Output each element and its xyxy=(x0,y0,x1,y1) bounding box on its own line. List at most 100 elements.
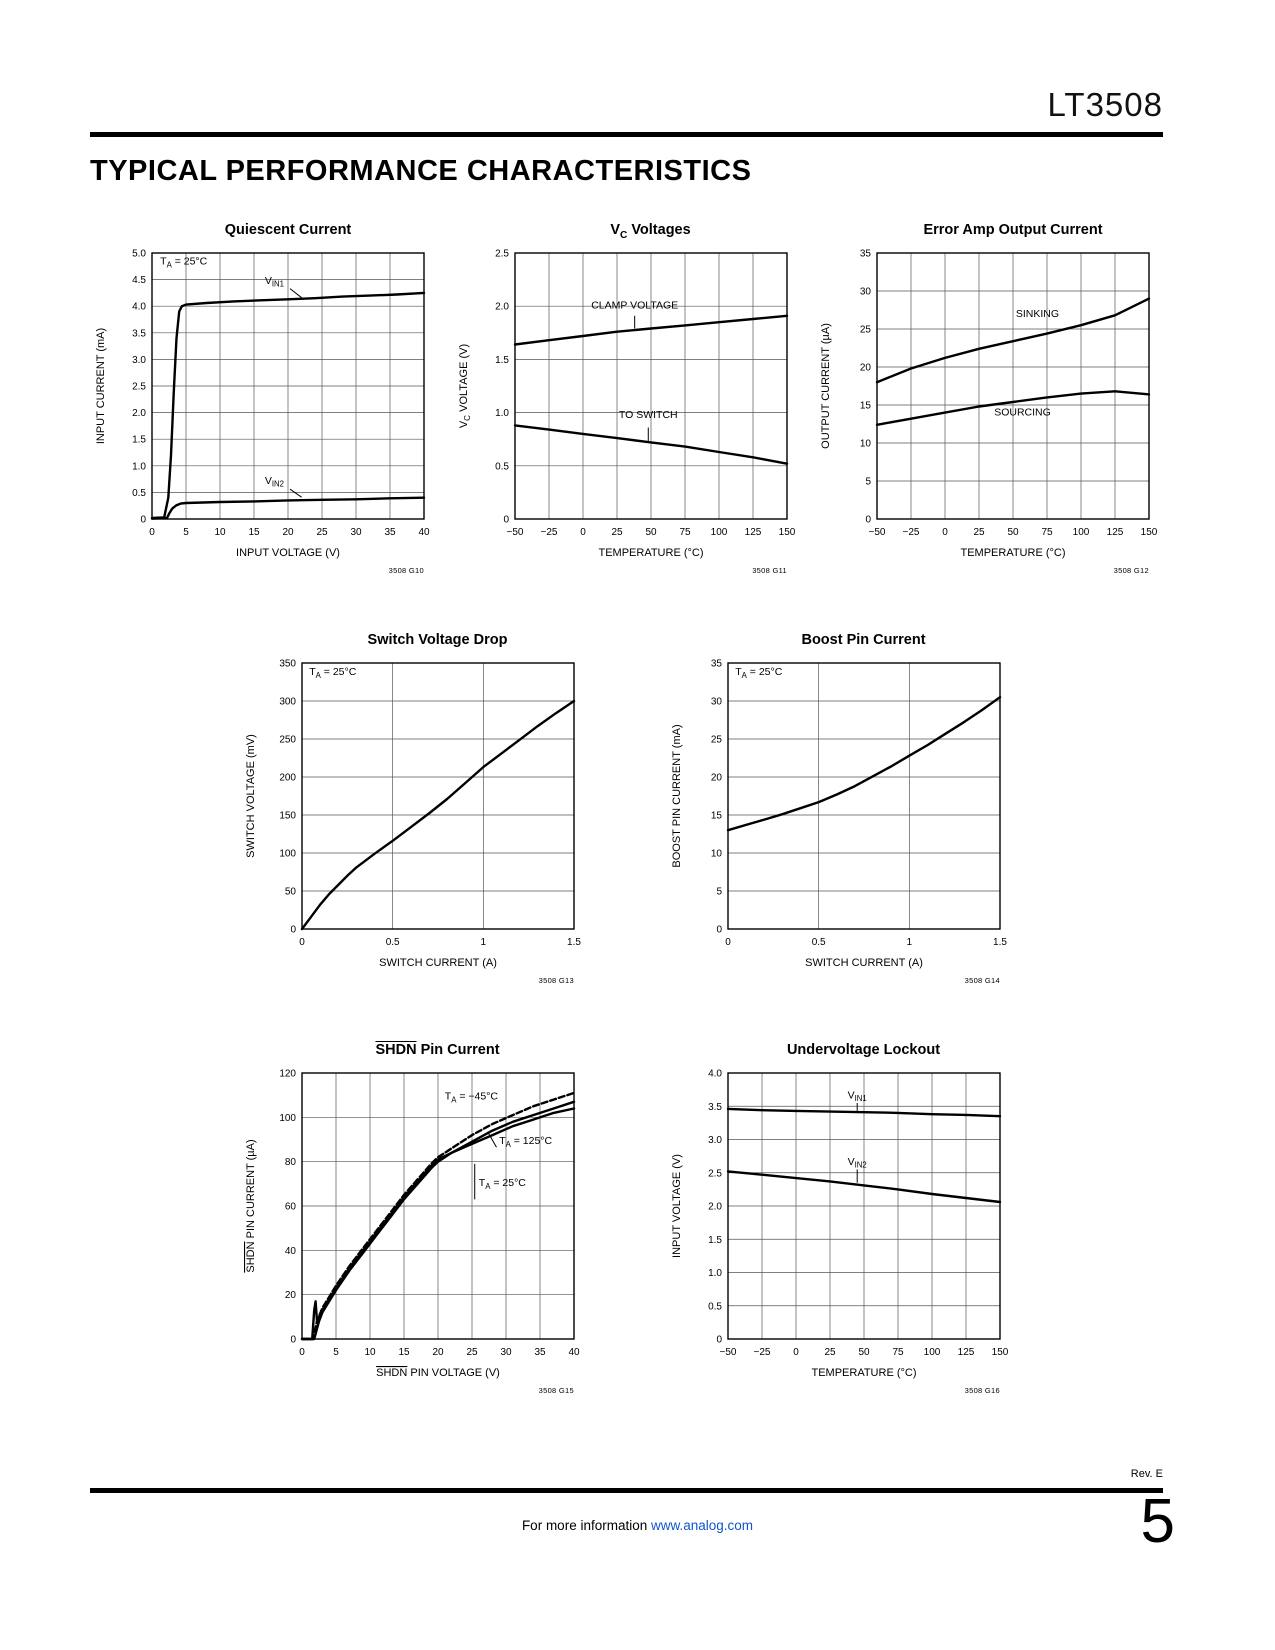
svg-text:1.5: 1.5 xyxy=(495,355,509,366)
chart-shdn-pin-current: SHDN Pin Current 0 5 10 15 20 25 30 35 40 0 20 40 60… xyxy=(240,1042,588,1402)
svg-text:TEMPERATURE (°C): TEMPERATURE (°C) xyxy=(598,547,703,559)
svg-text:75: 75 xyxy=(1041,527,1053,538)
svg-text:−50: −50 xyxy=(869,527,886,538)
svg-text:25: 25 xyxy=(466,1347,478,1358)
svg-text:TA = 25°C: TA = 25°C xyxy=(735,666,782,680)
chart-title: Error Amp Output Current xyxy=(923,222,1103,238)
svg-text:0: 0 xyxy=(149,527,155,538)
svg-text:TA = 25°C: TA = 25°C xyxy=(160,256,207,270)
svg-text:VIN2: VIN2 xyxy=(847,1156,866,1170)
svg-text:0.5: 0.5 xyxy=(132,488,146,499)
chart-title: Undervoltage Lockout xyxy=(786,1042,941,1058)
svg-text:25: 25 xyxy=(973,527,985,538)
chart-vc-voltages: VC Voltages −50 −25 0 25 50 75 100 125 150 0 0.5 1.… xyxy=(453,222,801,582)
svg-text:20: 20 xyxy=(710,773,722,784)
svg-text:1: 1 xyxy=(906,937,912,948)
svg-text:125: 125 xyxy=(744,527,761,538)
svg-text:4.5: 4.5 xyxy=(132,275,146,286)
svg-text:INPUT CURRENT (mA): INPUT CURRENT (mA) xyxy=(95,328,107,444)
svg-text:30: 30 xyxy=(860,287,872,298)
footer-info-text: For more information xyxy=(521,1518,651,1533)
svg-text:3508 G14: 3508 G14 xyxy=(964,976,999,985)
chart-plot: 0 0.5 1 1.5 0 5 10 15 20 25 30 35 SWITCH CURRENT (A)… xyxy=(671,659,1007,986)
svg-text:3508 G11: 3508 G11 xyxy=(752,566,787,575)
section-title: TYPICAL PERFORMANCE CHARACTERISTICS xyxy=(90,155,752,187)
svg-text:2.5: 2.5 xyxy=(495,249,509,260)
svg-text:0.5: 0.5 xyxy=(811,937,825,948)
svg-text:25: 25 xyxy=(860,325,872,336)
svg-text:5: 5 xyxy=(333,1347,339,1358)
svg-text:OUTPUT CURRENT (µA): OUTPUT CURRENT (µA) xyxy=(820,323,832,449)
svg-text:350: 350 xyxy=(279,659,296,670)
svg-text:25: 25 xyxy=(611,527,623,538)
svg-text:40: 40 xyxy=(418,527,430,538)
svg-text:TA = 25°C: TA = 25°C xyxy=(478,1177,525,1191)
svg-text:VIN1: VIN1 xyxy=(847,1089,866,1103)
svg-text:120: 120 xyxy=(279,1069,296,1080)
svg-text:2.0: 2.0 xyxy=(495,302,509,313)
chart-switch-voltage-drop: Switch Voltage Drop 0 0.5 1 1.5 0 50 100 150 200… xyxy=(240,632,588,992)
chart-plot: −50 −25 0 25 50 75 100 125 150 0 0.5 1.0 1.5 2.0 2.5 TE… xyxy=(458,249,796,576)
chart-title: VC Voltages xyxy=(610,222,691,241)
svg-text:25: 25 xyxy=(824,1347,836,1358)
svg-text:VIN1: VIN1 xyxy=(265,275,284,289)
svg-text:3.0: 3.0 xyxy=(132,355,146,366)
svg-text:INPUT VOLTAGE (V): INPUT VOLTAGE (V) xyxy=(236,547,340,559)
svg-text:80: 80 xyxy=(284,1157,296,1168)
svg-text:1.0: 1.0 xyxy=(708,1268,722,1279)
svg-text:30: 30 xyxy=(710,697,722,708)
svg-text:SHDN PIN CURRENT (µA): SHDN PIN CURRENT (µA) xyxy=(245,1139,257,1272)
header-rule xyxy=(90,132,1163,137)
svg-text:−25: −25 xyxy=(540,527,557,538)
svg-text:5: 5 xyxy=(716,887,722,898)
svg-text:20: 20 xyxy=(284,1290,296,1301)
footer-link[interactable]: www.analog.com xyxy=(650,1518,754,1533)
svg-text:0: 0 xyxy=(299,937,305,948)
svg-text:0: 0 xyxy=(865,515,871,526)
svg-text:−50: −50 xyxy=(719,1347,736,1358)
svg-text:15: 15 xyxy=(248,527,260,538)
svg-text:15: 15 xyxy=(860,401,872,412)
svg-text:−25: −25 xyxy=(753,1347,770,1358)
svg-text:1.0: 1.0 xyxy=(132,461,146,472)
svg-text:15: 15 xyxy=(710,811,722,822)
svg-text:0: 0 xyxy=(299,1347,305,1358)
svg-text:TA = −45°C: TA = −45°C xyxy=(444,1091,498,1105)
page-header: LT3508 xyxy=(90,0,1163,137)
svg-text:250: 250 xyxy=(279,735,296,746)
svg-text:−50: −50 xyxy=(506,527,523,538)
chart-title: Quiescent Current xyxy=(224,222,352,238)
svg-text:150: 150 xyxy=(778,527,795,538)
svg-text:30: 30 xyxy=(500,1347,512,1358)
svg-text:0: 0 xyxy=(793,1347,799,1358)
svg-text:0: 0 xyxy=(580,527,586,538)
svg-text:3.5: 3.5 xyxy=(132,328,146,339)
svg-text:0: 0 xyxy=(503,515,509,526)
svg-text:3.5: 3.5 xyxy=(708,1102,722,1113)
svg-text:15: 15 xyxy=(398,1347,410,1358)
svg-text:−25: −25 xyxy=(903,527,920,538)
svg-text:0.5: 0.5 xyxy=(495,461,509,472)
svg-text:75: 75 xyxy=(679,527,691,538)
chart-plot: −50 −25 0 25 50 75 100 125 150 0 0.5 1.0 1.5 2.0 2.5 3.… xyxy=(671,1069,1009,1396)
svg-text:75: 75 xyxy=(892,1347,904,1358)
chart-quiescent-current: Quiescent Current 0 5 10 15 20 25 30 35 40 0 0.5 1.… xyxy=(90,222,438,582)
svg-text:0: 0 xyxy=(290,925,296,936)
svg-text:0.5: 0.5 xyxy=(708,1301,722,1312)
svg-text:300: 300 xyxy=(279,697,296,708)
svg-text:5: 5 xyxy=(183,527,189,538)
part-number: LT3508 xyxy=(1047,86,1163,123)
svg-text:TEMPERATURE (°C): TEMPERATURE (°C) xyxy=(960,547,1065,559)
chart-row-3: SHDN Pin Current 0 5 10 15 20 25 30 35 40 0 20 40 60… xyxy=(90,1042,1163,1402)
footer-info: For more information www.analog.com xyxy=(0,1518,1275,1533)
svg-text:VIN2: VIN2 xyxy=(265,475,284,489)
chart-row-2: Switch Voltage Drop 0 0.5 1 1.5 0 50 100 150 200… xyxy=(90,632,1163,992)
svg-text:SWITCH CURRENT (A): SWITCH CURRENT (A) xyxy=(379,957,497,969)
svg-text:1.5: 1.5 xyxy=(993,937,1007,948)
svg-text:125: 125 xyxy=(957,1347,974,1358)
svg-text:150: 150 xyxy=(1141,527,1158,538)
svg-text:3.0: 3.0 xyxy=(708,1135,722,1146)
svg-text:5: 5 xyxy=(865,477,871,488)
svg-text:30: 30 xyxy=(350,527,362,538)
svg-text:50: 50 xyxy=(858,1347,870,1358)
